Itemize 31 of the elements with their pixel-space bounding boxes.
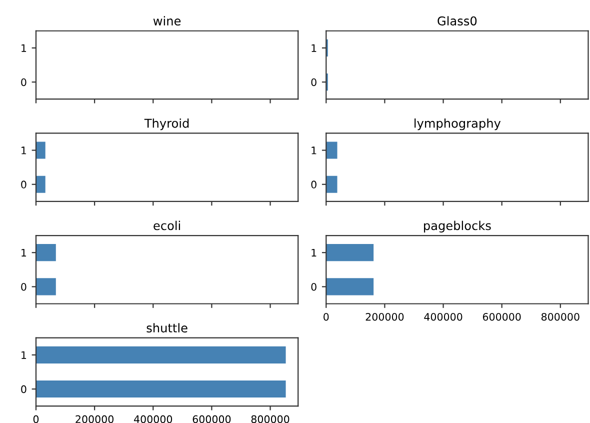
y-tick-label: 1 xyxy=(312,44,316,52)
chart-title: wine xyxy=(153,16,181,26)
x-tick-label: 200000 xyxy=(366,312,404,321)
y-tick-label: 1 xyxy=(22,249,26,256)
y-tick-label: 0 xyxy=(311,78,316,86)
chart-title: shuttle xyxy=(146,323,188,332)
y-tick-label: 1 xyxy=(22,44,26,52)
x-tick-label: 600000 xyxy=(192,415,231,423)
chart-title: Glass0 xyxy=(438,16,477,26)
chart-title: pageblocks xyxy=(424,220,491,232)
y-tick-label: 0 xyxy=(21,180,26,188)
x-tick-label: 600000 xyxy=(482,312,521,321)
x-tick-label: 200000 xyxy=(76,415,114,423)
y-tick-label: 1 xyxy=(22,351,26,359)
y-tick-label: 0 xyxy=(21,385,26,394)
chart-title: Thyroid xyxy=(144,118,189,130)
x-tick-label: 0 xyxy=(33,415,39,423)
y-tick-label: 0 xyxy=(21,282,26,291)
chart-title: lymphography xyxy=(414,118,501,130)
x-tick-label: 400000 xyxy=(424,312,462,321)
y-tick-label: 0 xyxy=(311,180,316,188)
y-tick-label: 1 xyxy=(22,146,26,154)
x-tick-label: 0 xyxy=(324,312,329,321)
x-tick-label: 800000 xyxy=(541,312,580,321)
y-tick-label: 0 xyxy=(311,282,316,291)
x-tick-label: 800000 xyxy=(251,415,290,423)
y-tick-label: 1 xyxy=(312,146,316,154)
x-tick-label: 400000 xyxy=(134,415,172,423)
y-tick-label: 1 xyxy=(312,249,316,256)
y-tick-label: 0 xyxy=(21,78,26,86)
chart-title: ecoli xyxy=(154,220,180,230)
